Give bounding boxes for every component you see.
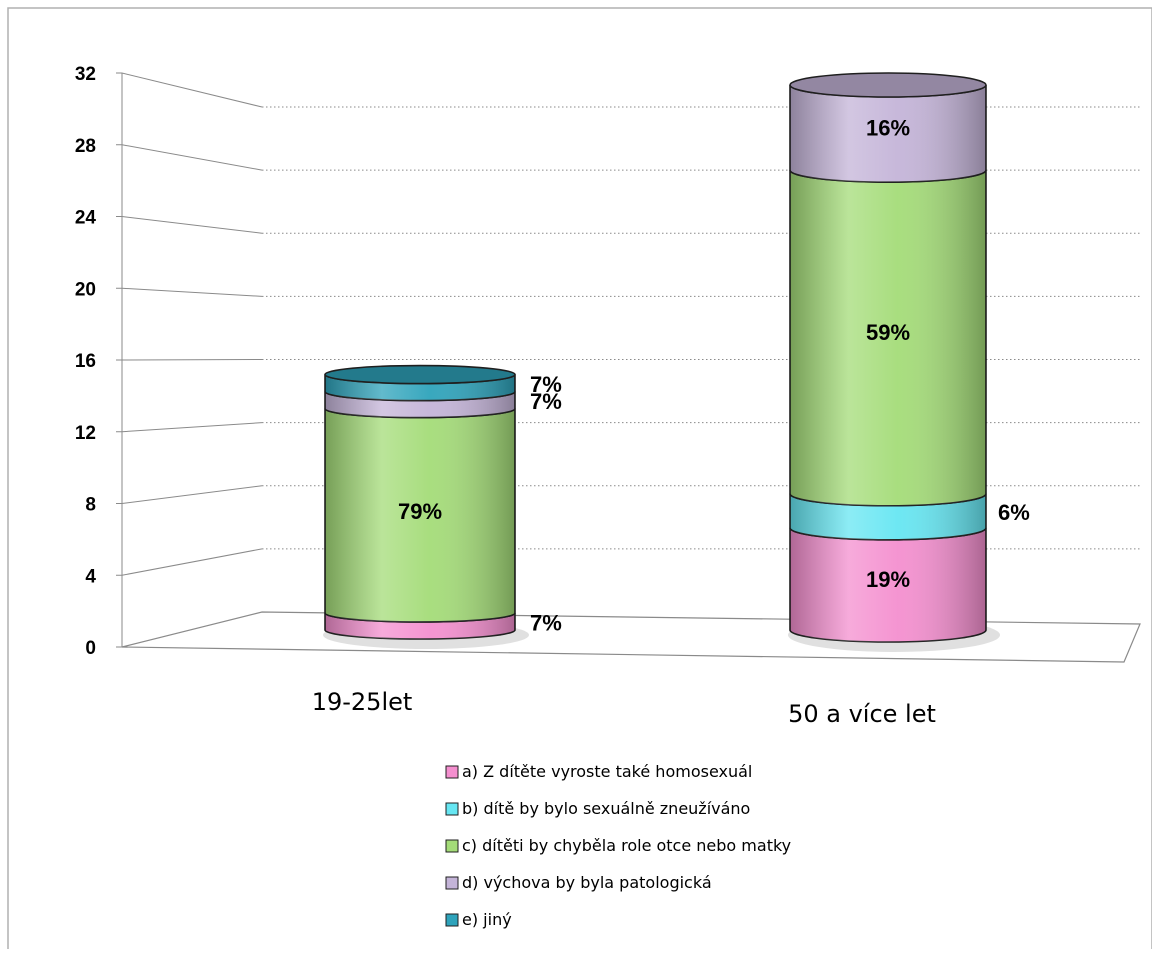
- data-label: 59%: [866, 320, 910, 345]
- y-tick-label: 8: [85, 495, 96, 516]
- bars: [323, 72, 1000, 652]
- bar-segment-shading: [325, 374, 515, 401]
- gridline-side: [121, 548, 263, 576]
- bar-segment-shading: [790, 527, 986, 642]
- y-axis: 0 4 8 12 16 20 24 28 32: [75, 64, 123, 659]
- legend-swatch: [445, 765, 459, 779]
- bar-stack: [788, 72, 1000, 652]
- data-label: 6%: [998, 500, 1030, 525]
- y-tick-label: 28: [75, 136, 96, 157]
- bar-segment-shading: [790, 493, 986, 540]
- legend: a) Z dítěte vyroste také homosexuál b) dí…: [445, 762, 791, 929]
- legend-label: b) dítě by bylo sexuálně zneužíváno: [462, 799, 750, 818]
- y-tick-label: 16: [75, 351, 96, 372]
- bar-segment-shading: [325, 612, 515, 639]
- legend-swatch: [445, 876, 459, 890]
- data-labels: 7%79%7%7%19%6%59%16%: [398, 116, 1030, 636]
- bar-top-cap: [789, 72, 987, 98]
- bar-stack: [323, 364, 529, 649]
- legend-label: a) Z dítěte vyroste také homosexuál: [462, 762, 752, 781]
- bar-segment-shading: [325, 391, 515, 418]
- legend-swatch: [445, 913, 459, 927]
- x-category-label: 19-25let: [312, 688, 413, 716]
- gridline-side: [121, 144, 263, 171]
- gridline-side: [121, 287, 263, 297]
- bar-top-cap: [324, 364, 516, 385]
- legend-label: d) výchova by byla patologická: [462, 873, 712, 892]
- x-axis: 19-25let 50 a více let: [312, 688, 936, 728]
- gridline-side: [121, 216, 263, 234]
- legend-label: c) dítěti by chyběla role otce nebo matk…: [462, 836, 791, 855]
- y-tick-label: 24: [75, 208, 97, 229]
- gridline-side: [121, 72, 263, 108]
- data-label: 19%: [866, 567, 910, 592]
- bar-segment-shading: [790, 170, 986, 506]
- data-label: 79%: [398, 499, 442, 524]
- y-tick-label: 32: [75, 64, 96, 85]
- gridlines: [121, 72, 1140, 576]
- y-tick-label: 0: [85, 638, 96, 659]
- gridline-side: [121, 359, 263, 361]
- legend-swatch: [445, 839, 459, 853]
- gridline-side: [121, 485, 263, 504]
- y-tick-label: 12: [75, 423, 96, 444]
- y-tick-label: 20: [75, 279, 96, 300]
- bar-segment-shading: [790, 85, 986, 183]
- legend-label: e) jiný: [462, 910, 512, 929]
- data-label: 7%: [530, 389, 562, 414]
- y-tick-label: 4: [85, 566, 96, 587]
- x-category-label: 50 a více let: [788, 700, 936, 728]
- data-label: 7%: [530, 372, 562, 397]
- data-label: 16%: [866, 116, 910, 141]
- data-label: 7%: [530, 610, 562, 635]
- gridline-side: [121, 422, 263, 433]
- bar-segment-shading: [325, 408, 515, 622]
- legend-swatch: [445, 802, 459, 816]
